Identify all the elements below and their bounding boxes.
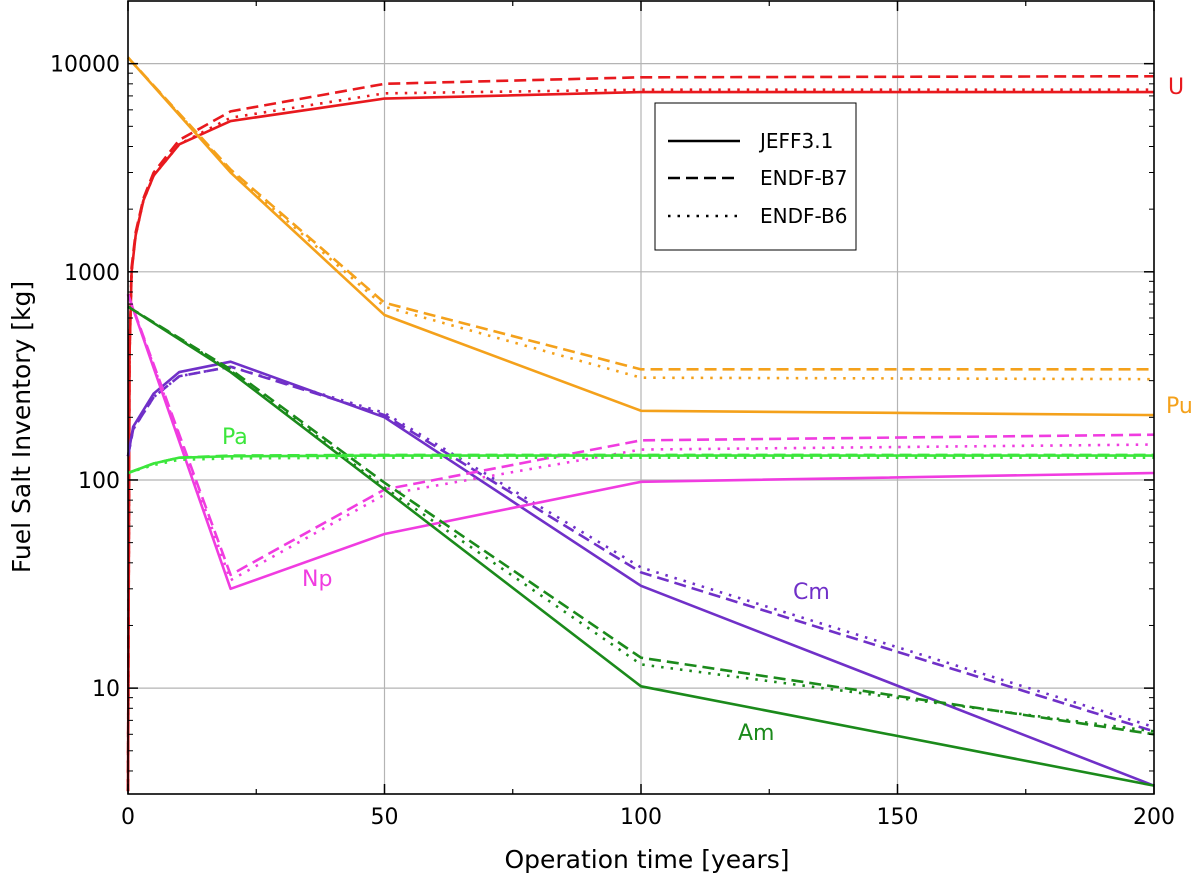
legend: JEFF3.1 ENDF-B7 ENDF-B6 (654, 102, 857, 251)
y-tick-label-1000: 1000 (64, 261, 120, 286)
annotation-cm: Cm (793, 580, 830, 605)
y-tick-label-10000: 10000 (50, 53, 120, 78)
y-axis-title: Fuel Salt Inventory [kg] (7, 281, 36, 573)
annotation-pa: Pa (222, 425, 248, 450)
series-line-cm-endfb6 (126, 365, 1155, 729)
grid-lines (128, 1, 1154, 794)
series-line-pa-endfb7 (127, 453, 1154, 475)
series-line-pu-endfb7 (127, 56, 1154, 371)
annotation-np: Np (302, 567, 332, 592)
annotation-u: U (1168, 75, 1184, 100)
annotation-am: Am (738, 721, 774, 746)
series-line-am-endfb6 (127, 305, 1155, 733)
x-tick-label-200: 200 (1133, 805, 1175, 830)
series-line-am-endfb7 (127, 305, 1155, 736)
y-tick-label-10: 10 (92, 677, 120, 702)
annotation-pu: Pu (1166, 394, 1193, 419)
x-axis-title: Operation time [years] (504, 845, 789, 874)
series-annotations: U Pu Pa Np Cm Am (222, 75, 1193, 746)
series-line-pu-jeff31 (127, 56, 1155, 417)
x-tick-label-50: 50 (371, 805, 399, 830)
legend-label-endfb7: ENDF-B7 (760, 166, 847, 190)
series-line-cm-jeff31 (126, 360, 1155, 787)
series-line-am-jeff31 (127, 305, 1155, 787)
y-tick-label-100: 100 (78, 469, 120, 494)
series-group (126, 56, 1155, 792)
series-line-pa-endfb6 (127, 456, 1154, 475)
x-tick-label-0: 0 (121, 805, 135, 830)
series-line-np-jeff31 (126, 293, 1155, 591)
axis-ticks: 0 50 100 150 200 10 100 1000 10000 (50, 1, 1175, 830)
legend-label-jeff: JEFF3.1 (758, 129, 833, 153)
x-tick-label-150: 150 (877, 805, 919, 830)
legend-box (654, 102, 857, 251)
series-line-cm-endfb7 (126, 365, 1155, 733)
series-line-u-endfb6 (126, 88, 1154, 792)
x-tick-label-100: 100 (620, 805, 662, 830)
legend-label-endfb6: ENDF-B6 (760, 204, 847, 228)
